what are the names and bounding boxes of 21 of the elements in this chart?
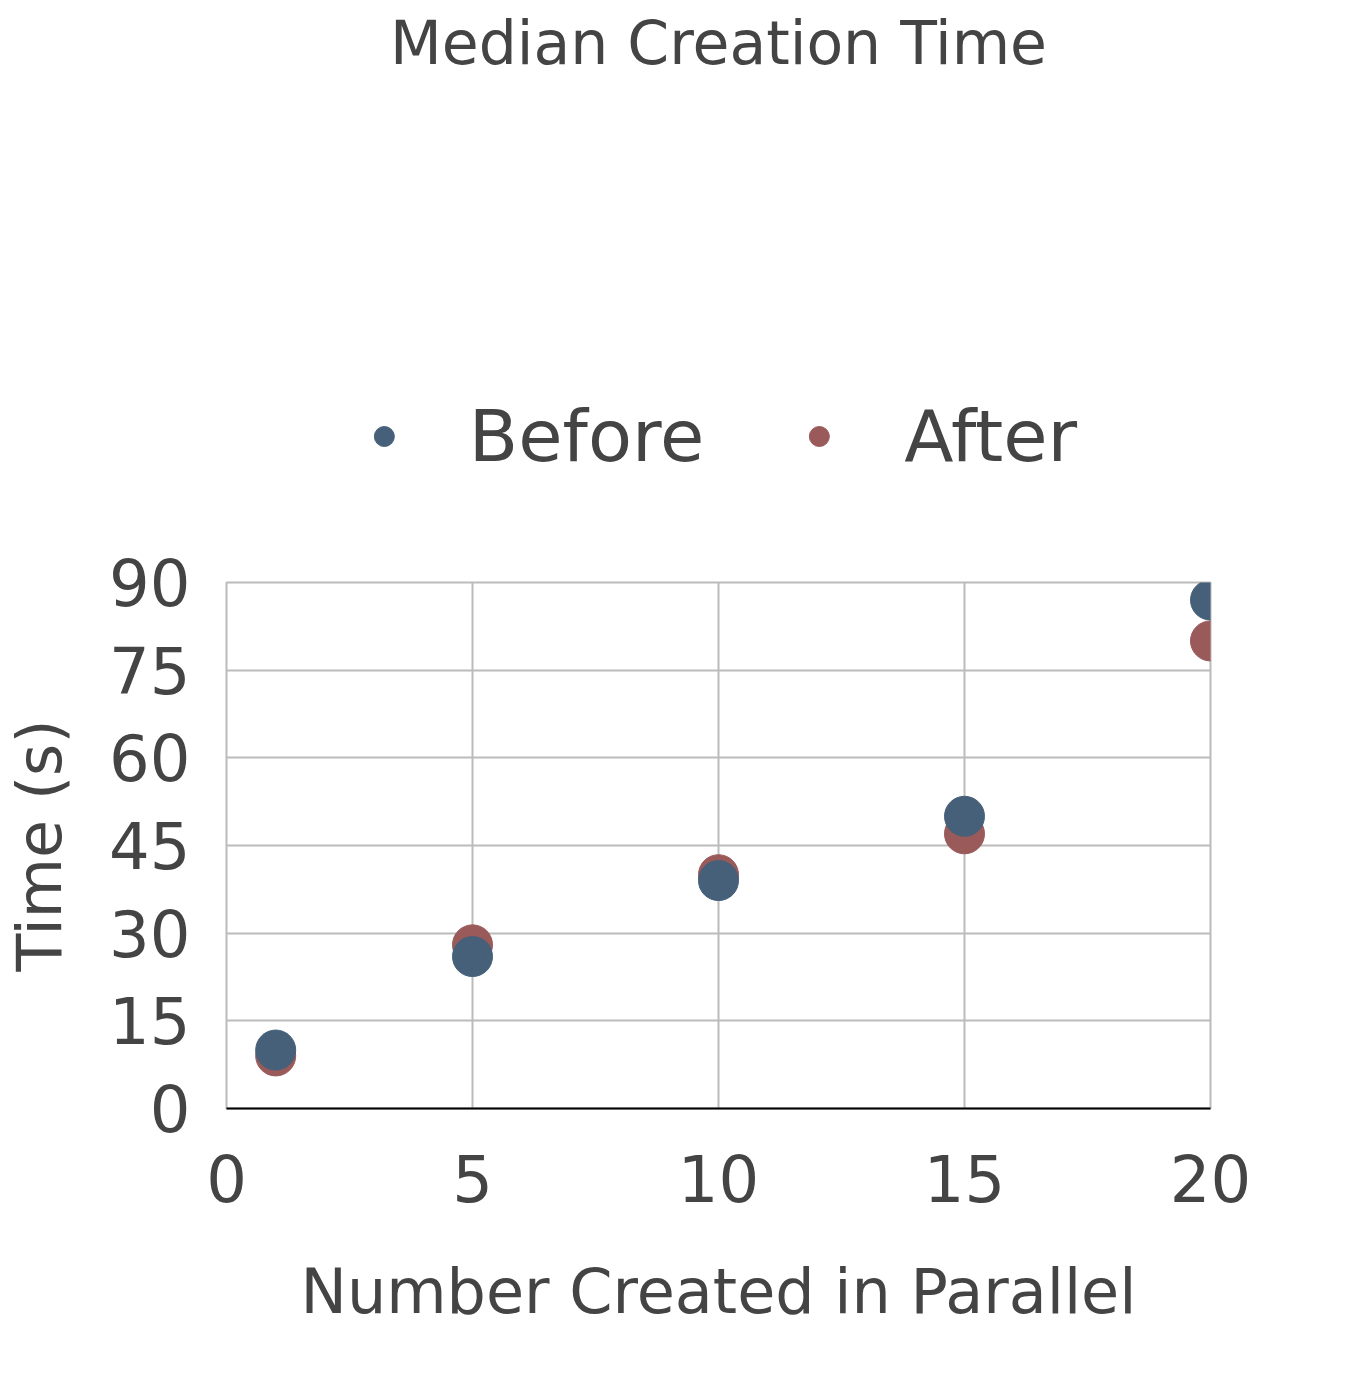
legend-label: After [904, 394, 1078, 478]
y-tick-label: 90 [109, 547, 191, 621]
x-tick-label: 10 [677, 1142, 760, 1217]
y-axis-title: Time (s) [3, 719, 77, 973]
chart-title: Median Creation Time [389, 7, 1048, 78]
x-tick-label: 20 [1169, 1142, 1252, 1217]
point [452, 936, 493, 977]
point [255, 1029, 297, 1071]
point [944, 795, 985, 837]
x-tick-label: 5 [452, 1142, 493, 1217]
y-tick-label: 30 [109, 897, 191, 972]
x-axis-title: Number Created in Parallel [300, 1254, 1137, 1328]
y-tick-label: 0 [149, 1073, 191, 1147]
y-tick-label: 60 [109, 722, 191, 797]
y-tick-label: 45 [109, 810, 191, 884]
y-tick-label: 75 [109, 634, 191, 709]
legend-label: Before [468, 394, 705, 478]
y-tick-label: 15 [109, 985, 191, 1060]
point [698, 860, 739, 902]
x-tick-label: 15 [923, 1142, 1006, 1217]
x-tick-label: 0 [206, 1142, 247, 1217]
